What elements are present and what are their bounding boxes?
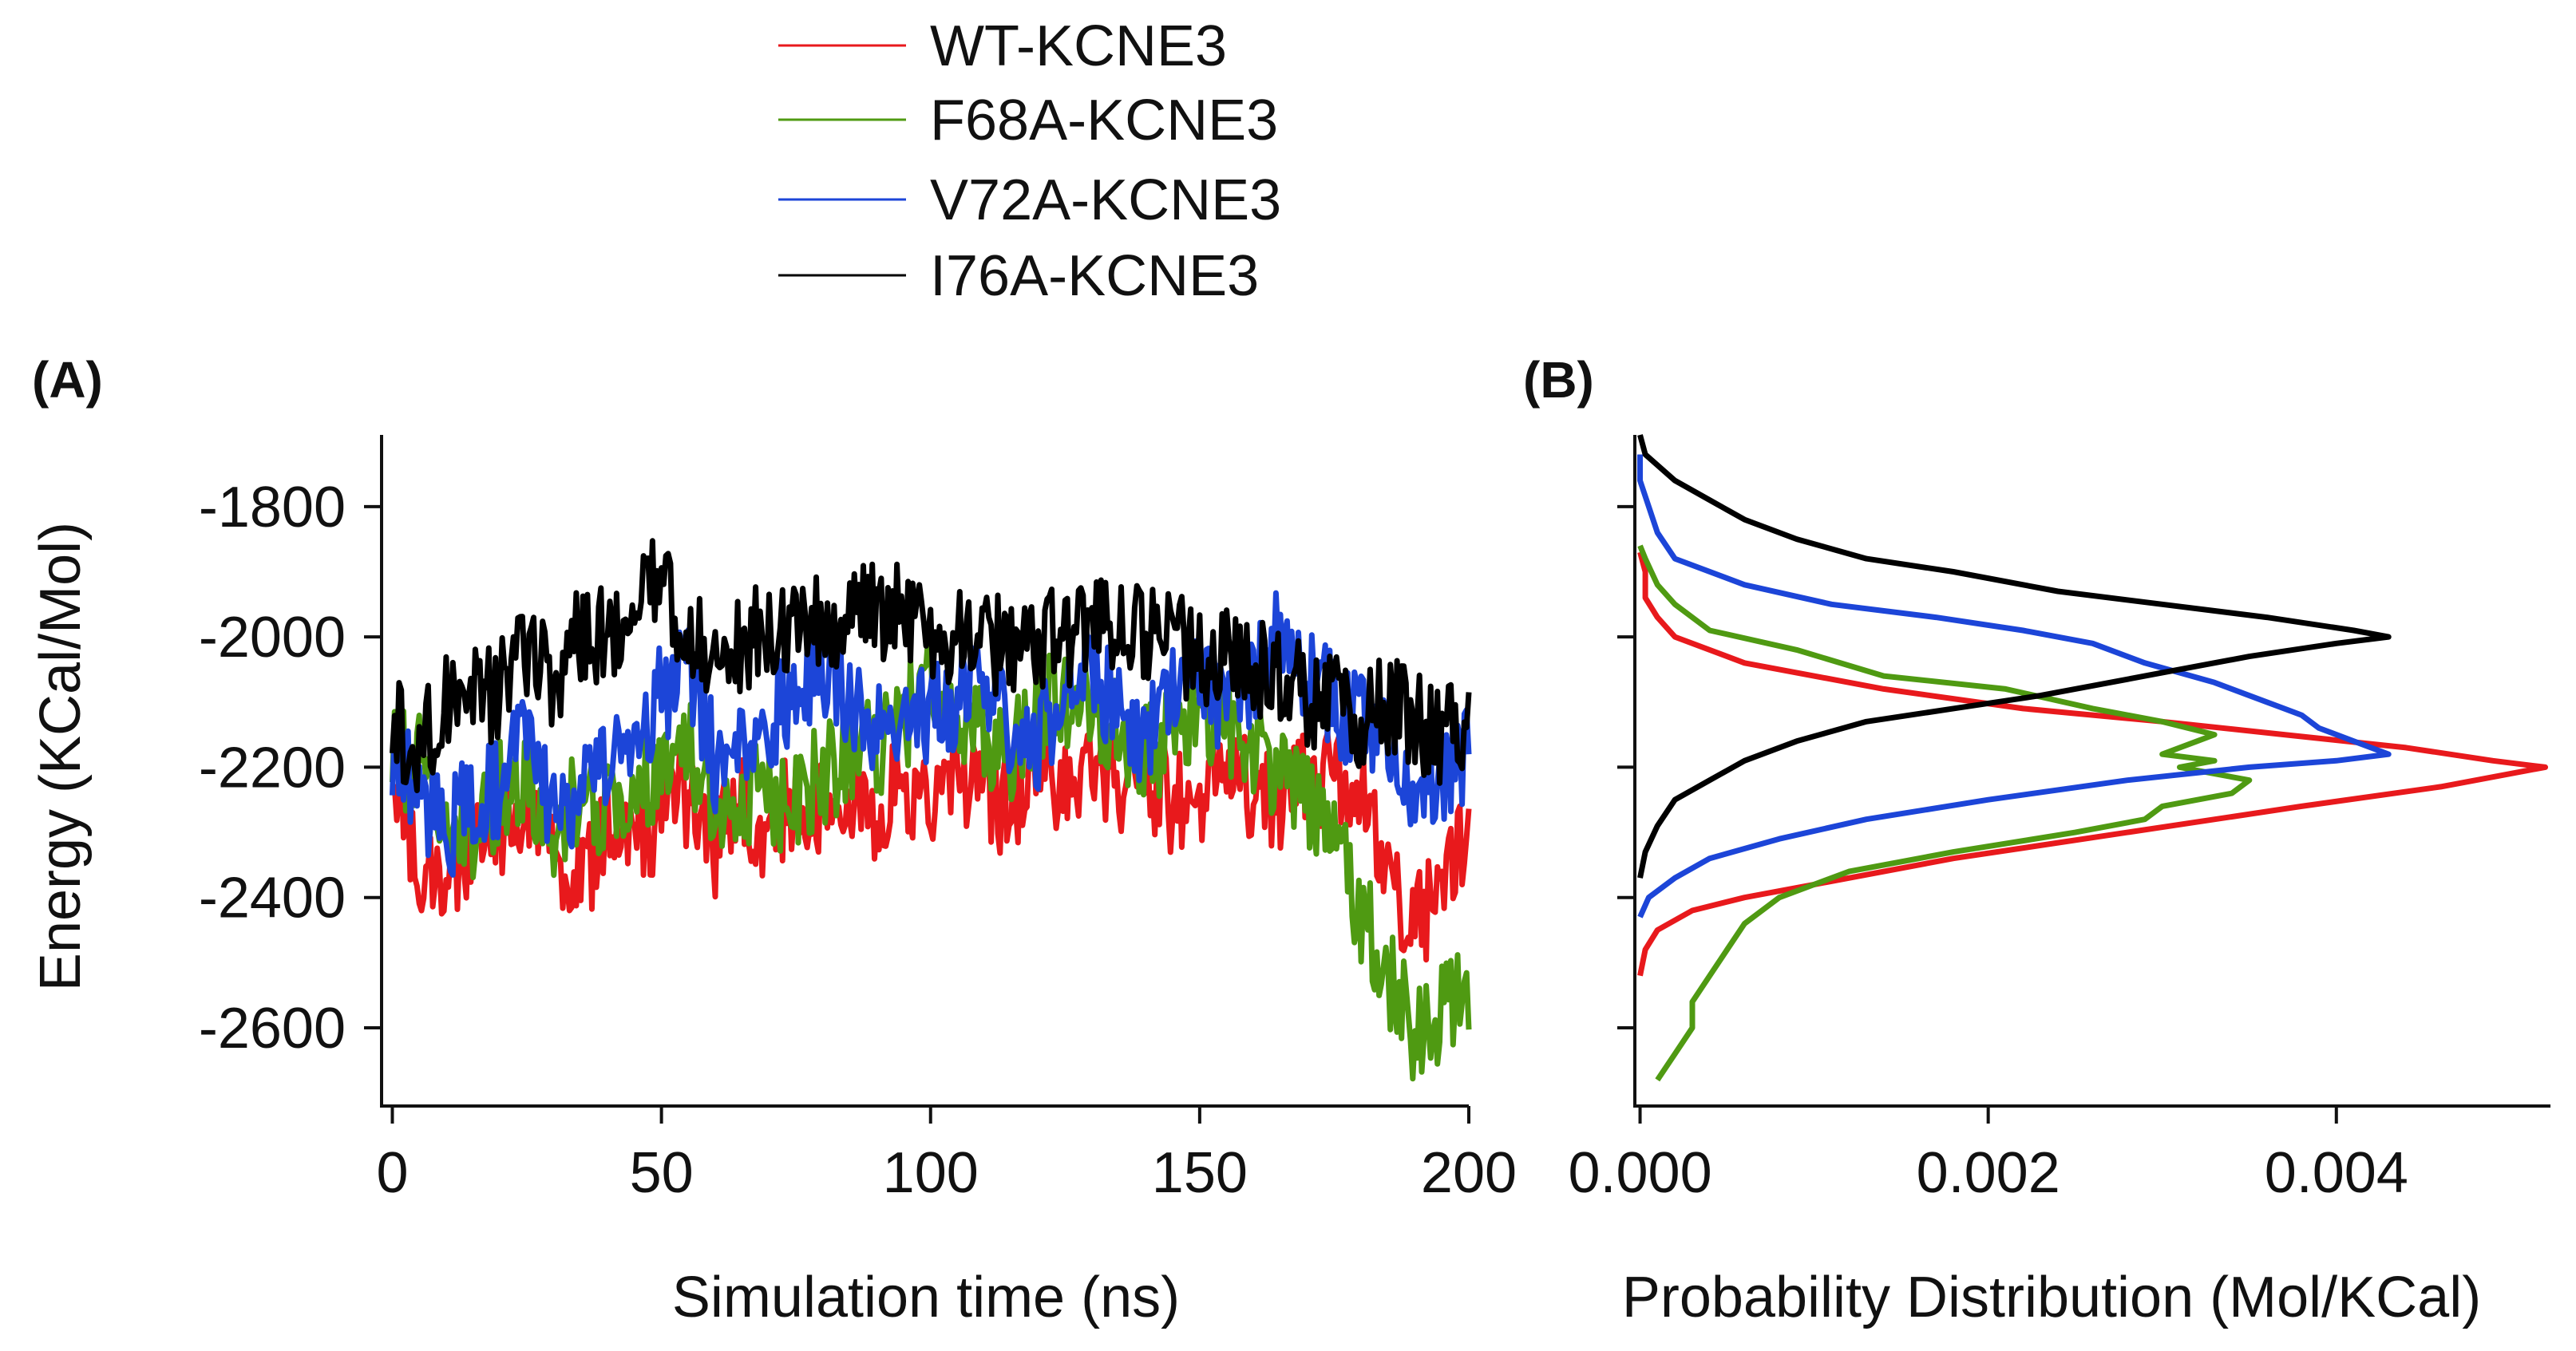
panel-a-series-v72a-kcne3 <box>390 590 1472 878</box>
panel-b-series <box>1637 434 2548 1082</box>
panel-b-series-f68a-kcne3 <box>1637 544 2253 1082</box>
panel-a-x-tick-label: 100 <box>883 1141 979 1205</box>
legend-label-v72a: V72A-KCNE3 <box>930 168 1281 232</box>
panel-a-x-ticks: 0 50 100 150 200 <box>376 1106 1517 1205</box>
panel-a-label: (A) <box>32 351 103 409</box>
panel-a-x-tick-label: 200 <box>1421 1141 1517 1205</box>
panel-a-y-tick-label: -2000 <box>199 606 346 670</box>
panel-a-y-tick-label: -2600 <box>199 997 346 1061</box>
panel-a-y-axis-label: Energy (KCal/Mol) <box>29 522 93 991</box>
legend-label-i76a: I76A-KCNE3 <box>930 244 1259 308</box>
panel-b-series-wt-kcne3 <box>1637 551 2548 977</box>
legend: WT-KCNE3 F68A-KCNE3 V72A-KCNE3 I76A-KCNE… <box>778 14 1281 308</box>
panel-a-y-tick-label: -2400 <box>199 867 346 930</box>
panel-a-y-tick-label: -1800 <box>199 476 346 539</box>
panel-a-y-tick-label: -2200 <box>199 736 346 800</box>
panel-a: (A) -1800 -2000 -2200 -2400 -2600 0 50 100 150 2… <box>29 351 1517 1329</box>
panel-b-x-tick-label: 0.000 <box>1568 1141 1711 1205</box>
panel-a-x-tick-label: 50 <box>630 1141 694 1205</box>
legend-label-wt: WT-KCNE3 <box>930 14 1227 78</box>
panel-a-series <box>390 538 1472 1082</box>
legend-label-f68a: F68A-KCNE3 <box>930 89 1278 152</box>
panel-b-series-v72a-kcne3 <box>1637 454 2392 918</box>
panel-a-series-i76a-kcne3 <box>390 538 1472 793</box>
panel-b-x-tick-label: 0.004 <box>2265 1141 2408 1205</box>
panel-b-x-axis-label: Probability Distribution (Mol/KCal) <box>1622 1266 2481 1329</box>
panel-a-y-ticks: -1800 -2000 -2200 -2400 -2600 <box>199 476 382 1061</box>
panel-b-y-ticks <box>1617 504 1635 1030</box>
panel-b: (B) 0.000 0.002 0.004 Probability Distribu… <box>1523 351 2550 1329</box>
panel-b-label: (B) <box>1523 351 1594 409</box>
panel-b-x-tick-label: 0.002 <box>1917 1141 2060 1205</box>
panel-a-x-axis-label: Simulation time (ns) <box>672 1266 1180 1329</box>
panel-b-series-i76a-kcne3 <box>1637 434 2392 879</box>
panel-a-x-tick-label: 0 <box>376 1141 408 1205</box>
panel-b-x-ticks: 0.000 0.002 0.004 <box>1568 1106 2408 1205</box>
panel-a-x-tick-label: 150 <box>1152 1141 1248 1205</box>
